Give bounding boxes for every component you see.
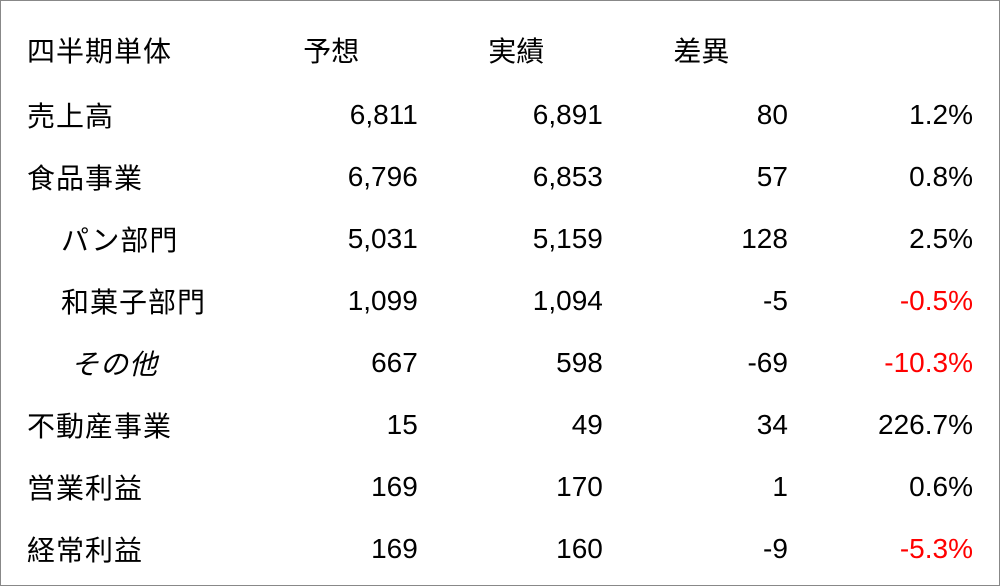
row-actual: 160	[424, 518, 609, 580]
header-label: 四半期単体	[21, 19, 239, 84]
row-actual: 6,891	[424, 84, 609, 146]
row-diff: 34	[609, 394, 794, 456]
table-row: 和菓子部門 1,099 1,094 -5 -0.5%	[21, 270, 979, 332]
row-pct: -5.3%	[794, 518, 979, 580]
row-label: 食品事業	[21, 146, 239, 208]
row-diff: 1	[609, 456, 794, 518]
row-pct: 0.6%	[794, 456, 979, 518]
row-pct: 226.7%	[794, 394, 979, 456]
row-label: 営業利益	[21, 456, 239, 518]
row-label: パン部門	[21, 208, 239, 270]
row-actual: 6,853	[424, 146, 609, 208]
row-forecast: 169	[239, 456, 424, 518]
table-row: 売上高 6,811 6,891 80 1.2%	[21, 84, 979, 146]
table-row: 経常利益 169 160 -9 -5.3%	[21, 518, 979, 580]
row-forecast: 6,811	[239, 84, 424, 146]
table-row: 不動産事業 15 49 34 226.7%	[21, 394, 979, 456]
row-actual: 1,094	[424, 270, 609, 332]
row-actual: 5,159	[424, 208, 609, 270]
row-diff: 57	[609, 146, 794, 208]
table-row: 営業利益 169 170 1 0.6%	[21, 456, 979, 518]
row-forecast: 169	[239, 518, 424, 580]
table-header-row: 四半期単体 予想 実績 差異	[21, 19, 979, 84]
row-forecast: 15	[239, 394, 424, 456]
header-diff: 差異	[609, 19, 794, 84]
row-label: 売上高	[21, 84, 239, 146]
table-row: 食品事業 6,796 6,853 57 0.8%	[21, 146, 979, 208]
row-pct: 0.8%	[794, 146, 979, 208]
row-actual: 49	[424, 394, 609, 456]
row-pct: -10.3%	[794, 332, 979, 394]
row-label: 経常利益	[21, 518, 239, 580]
row-diff: 80	[609, 84, 794, 146]
row-pct: 2.5%	[794, 208, 979, 270]
header-actual: 実績	[424, 19, 609, 84]
row-diff: 128	[609, 208, 794, 270]
row-actual: 170	[424, 456, 609, 518]
row-forecast: 5,031	[239, 208, 424, 270]
row-diff: -69	[609, 332, 794, 394]
financial-table: 四半期単体 予想 実績 差異 売上高 6,811 6,891 80 1.2% 食…	[21, 19, 979, 580]
row-label: 和菓子部門	[21, 270, 239, 332]
row-pct: -0.5%	[794, 270, 979, 332]
row-forecast: 1,099	[239, 270, 424, 332]
row-diff: -9	[609, 518, 794, 580]
row-label: 不動産事業	[21, 394, 239, 456]
header-pct	[794, 19, 979, 84]
table-row: パン部門 5,031 5,159 128 2.5%	[21, 208, 979, 270]
row-pct: 1.2%	[794, 84, 979, 146]
row-diff: -5	[609, 270, 794, 332]
table-row: その他 667 598 -69 -10.3%	[21, 332, 979, 394]
row-label: その他	[21, 332, 239, 394]
row-actual: 598	[424, 332, 609, 394]
row-forecast: 6,796	[239, 146, 424, 208]
header-forecast: 予想	[239, 19, 424, 84]
row-forecast: 667	[239, 332, 424, 394]
